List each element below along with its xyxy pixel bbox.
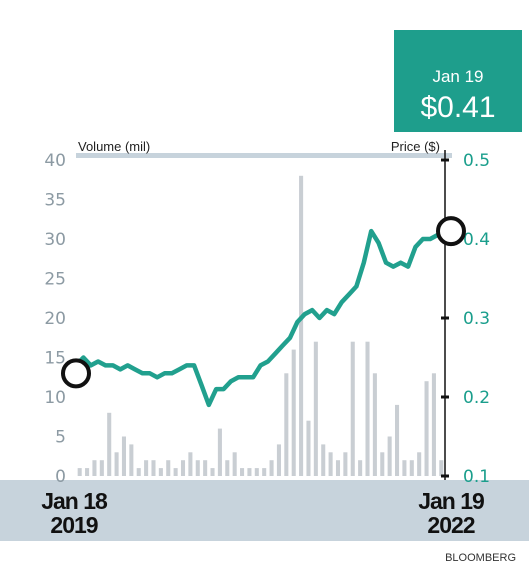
volume-bar <box>402 460 407 476</box>
volume-bar <box>166 460 171 476</box>
volume-bar <box>439 460 444 476</box>
right-axis-ticks: 0.1 0.2 0.3 0.4 0.5 <box>463 151 490 487</box>
volume-bar <box>173 468 178 476</box>
volume-bar <box>225 460 230 476</box>
end-date-month-day: Jan 19 <box>418 488 484 514</box>
callout-price: $0.41 <box>420 91 495 124</box>
left-tick-label: 35 <box>44 191 66 211</box>
top-band <box>76 153 452 158</box>
volume-bar <box>299 175 304 477</box>
left-tick-label: 5 <box>55 428 66 448</box>
volume-bar <box>121 436 126 476</box>
volume-bar <box>144 460 149 476</box>
volume-bar <box>291 349 296 476</box>
volume-bar <box>306 420 311 476</box>
right-tick-label: 0.5 <box>463 151 490 171</box>
volume-bar <box>269 460 274 476</box>
volume-bar <box>158 468 163 476</box>
right-tick-label: 0.1 <box>463 467 490 487</box>
volume-bar <box>431 373 436 476</box>
source-credit: BLOOMBERG <box>445 552 516 564</box>
volume-bar <box>321 444 326 476</box>
volume-bar <box>417 452 422 476</box>
volume-bar <box>151 460 156 476</box>
volume-bar <box>365 341 370 476</box>
volume-bar <box>217 428 222 476</box>
volume-bar <box>313 341 318 476</box>
volume-bar <box>203 460 208 476</box>
left-tick-label: 0 <box>55 467 66 487</box>
volume-bar <box>240 468 245 476</box>
volume-bar <box>276 444 281 476</box>
start-point-marker <box>61 358 91 389</box>
left-axis-ticks: 0 5 10 15 20 25 30 35 40 <box>44 151 66 487</box>
right-tick-label: 0.4 <box>463 230 490 250</box>
end-point-marker <box>436 216 466 247</box>
start-date-month-day: Jan 18 <box>41 488 108 514</box>
volume-bar <box>92 460 97 476</box>
volume-bar <box>328 452 333 476</box>
price-line <box>73 228 448 408</box>
volume-bar <box>350 341 355 476</box>
volume-bar <box>99 460 104 476</box>
volume-bar <box>114 452 119 476</box>
end-date-year: 2022 <box>427 512 474 538</box>
volume-bar <box>180 460 186 476</box>
volume-bars <box>77 175 444 477</box>
volume-bar <box>262 468 267 476</box>
volume-bar <box>77 468 82 476</box>
volume-bar <box>343 452 348 476</box>
volume-bar <box>232 452 237 476</box>
start-date-year: 2019 <box>50 512 97 538</box>
volume-bar <box>210 468 215 476</box>
volume-bar <box>372 373 377 476</box>
volume-bar <box>254 468 259 476</box>
left-tick-label: 20 <box>44 309 66 329</box>
volume-bar <box>335 460 341 476</box>
right-axis-title: Price ($) <box>391 139 440 154</box>
price-callout-box <box>394 30 522 132</box>
volume-bar <box>247 468 252 476</box>
volume-bar <box>129 444 134 476</box>
right-tick-label: 0.2 <box>463 388 490 408</box>
volume-bar <box>409 460 414 476</box>
volume-bar <box>380 452 385 476</box>
left-tick-label: 15 <box>44 349 66 369</box>
volume-bar <box>85 468 90 476</box>
left-tick-label: 40 <box>44 151 66 171</box>
volume-bar <box>387 436 392 476</box>
volume-bar <box>424 381 429 476</box>
volume-bar <box>136 468 141 476</box>
volume-bar <box>107 412 112 476</box>
volume-bar <box>358 460 363 476</box>
right-axis-tick-marks <box>441 158 449 478</box>
volume-bar <box>284 373 289 476</box>
date-band <box>0 480 529 541</box>
left-axis-title: Volume (mil) <box>78 139 150 154</box>
left-tick-label: 25 <box>44 270 66 290</box>
volume-bar <box>188 452 193 476</box>
callout-date: Jan 19 <box>432 67 483 86</box>
volume-bar <box>395 404 400 476</box>
right-tick-label: 0.3 <box>463 309 490 329</box>
volume-bar <box>195 460 200 476</box>
left-tick-label: 30 <box>44 230 66 250</box>
left-tick-label: 10 <box>44 388 66 408</box>
